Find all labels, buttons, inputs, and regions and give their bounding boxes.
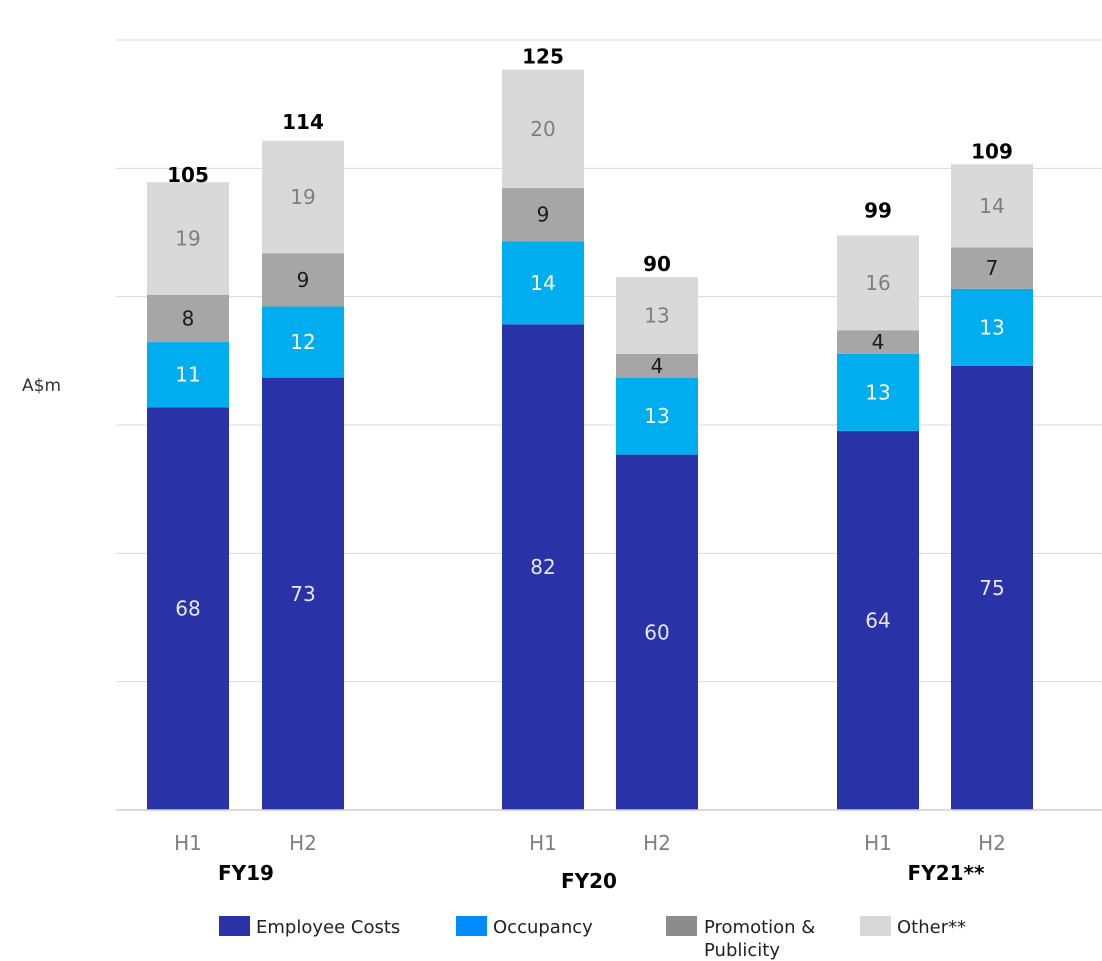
data-label-occupancy: 13	[865, 380, 890, 404]
group-label: FY19	[218, 861, 274, 885]
legend-label-other: Other**	[897, 917, 966, 938]
bar-segment-occupancy	[951, 288, 1033, 366]
legend-swatch-promotion-publicity	[666, 916, 697, 936]
group-label: FY20	[561, 869, 617, 893]
x-tick-label: H2	[643, 831, 671, 855]
data-label-occupancy: 11	[175, 363, 200, 387]
bar-segment-other	[147, 182, 229, 295]
data-label-other: 13	[644, 303, 669, 327]
bar-segment-employee-costs	[616, 454, 698, 810]
bar-segment-occupancy	[262, 306, 344, 378]
data-label-other: 14	[979, 194, 1004, 218]
bar-segment-employee-costs	[502, 324, 584, 810]
bar-segment-employee-costs	[147, 407, 229, 810]
bar-segment-employee-costs	[262, 377, 344, 810]
legend-label-promotion-line2: Publicity	[704, 940, 780, 961]
data-label-occupancy: 14	[530, 271, 555, 295]
total-label: 99	[864, 199, 892, 223]
x-tick-label: H2	[978, 831, 1006, 855]
legend-item-employee-costs: Employee Costs	[219, 916, 400, 938]
bar-segment-occupancy	[147, 342, 229, 408]
bar-segment-occupancy	[616, 377, 698, 455]
data-label-employee-costs: 60	[644, 620, 669, 644]
data-label-promotion-publicity: 4	[651, 354, 664, 378]
bar-segment-other	[951, 164, 1033, 248]
bar-segment-occupancy	[502, 241, 584, 325]
bar-stack: 82 14 9 20 125	[502, 45, 584, 810]
data-label-promotion-publicity: 9	[537, 203, 550, 227]
x-axis: H1 H2 H1 H2 H1 H2 FY19 FY20 FY21**	[116, 809, 1102, 893]
data-label-employee-costs: 64	[865, 608, 890, 632]
total-label: 114	[282, 110, 324, 134]
data-label-promotion-publicity: 8	[182, 306, 195, 330]
bars: 6811819105731291911482149201256013413906…	[147, 45, 1033, 810]
legend-label-employee-costs: Employee Costs	[256, 917, 400, 938]
bar-segment-promotion-publicity	[951, 247, 1033, 289]
bar-segment-promotion-publicity	[147, 294, 229, 343]
bar-segment-occupancy	[837, 353, 919, 431]
legend-item-promotion-publicity: Promotion & Publicity	[666, 916, 815, 961]
bar-segment-employee-costs	[951, 365, 1033, 810]
legend-item-occupancy: Occupancy	[456, 916, 593, 938]
y-axis-label: A$m	[22, 376, 61, 396]
data-label-other: 20	[530, 117, 555, 141]
bar-stack: 75 13 7 14 109	[951, 139, 1033, 810]
x-tick-label: H1	[864, 831, 892, 855]
bar-stack: 64 13 4 16 99	[837, 199, 919, 810]
legend-label-occupancy: Occupancy	[493, 917, 593, 938]
bar-segment-other	[616, 276, 698, 354]
data-label-employee-costs: 75	[979, 576, 1004, 600]
bar-segment-other	[837, 235, 919, 331]
legend: Employee Costs Occupancy Promotion & Pub…	[219, 916, 966, 961]
data-label-promotion-publicity: 4	[872, 330, 885, 354]
x-tick-label: H1	[174, 831, 202, 855]
total-label: 109	[971, 139, 1013, 163]
bar-segment-promotion-publicity	[616, 353, 698, 378]
total-label: 90	[643, 252, 671, 276]
data-label-promotion-publicity: 9	[297, 268, 310, 292]
bar-segment-other	[502, 69, 584, 189]
data-label-employee-costs: 82	[530, 555, 555, 579]
legend-swatch-occupancy	[456, 916, 487, 936]
total-label: 105	[167, 163, 209, 187]
bar-segment-employee-costs	[837, 430, 919, 810]
bar-segment-promotion-publicity	[502, 188, 584, 242]
data-label-occupancy: 12	[290, 330, 315, 354]
bar-segment-promotion-publicity	[837, 330, 919, 354]
data-label-occupancy: 13	[979, 315, 1004, 339]
legend-item-other: Other**	[860, 916, 966, 938]
legend-swatch-employee-costs	[219, 916, 250, 936]
bar-stack: 73 12 9 19 114	[262, 110, 344, 810]
data-label-employee-costs: 73	[290, 582, 315, 606]
data-label-promotion-publicity: 7	[986, 256, 999, 280]
data-label-other: 16	[865, 271, 890, 295]
bar-segment-promotion-publicity	[262, 253, 344, 307]
bar-stack: 68 11 8 19 105	[147, 163, 229, 810]
data-label-employee-costs: 68	[175, 597, 200, 621]
group-label: FY21**	[908, 861, 985, 885]
legend-swatch-other	[860, 916, 891, 936]
x-tick-label: H1	[529, 831, 557, 855]
bar-segment-other	[262, 140, 344, 254]
data-label-other: 19	[290, 185, 315, 209]
x-tick-label: H2	[289, 831, 317, 855]
data-label-other: 19	[175, 226, 200, 250]
data-label-occupancy: 13	[644, 404, 669, 428]
bar-stack: 60 13 4 13 90	[616, 252, 698, 810]
legend-label-promotion-line1: Promotion &	[704, 917, 815, 938]
total-label: 125	[522, 45, 564, 69]
